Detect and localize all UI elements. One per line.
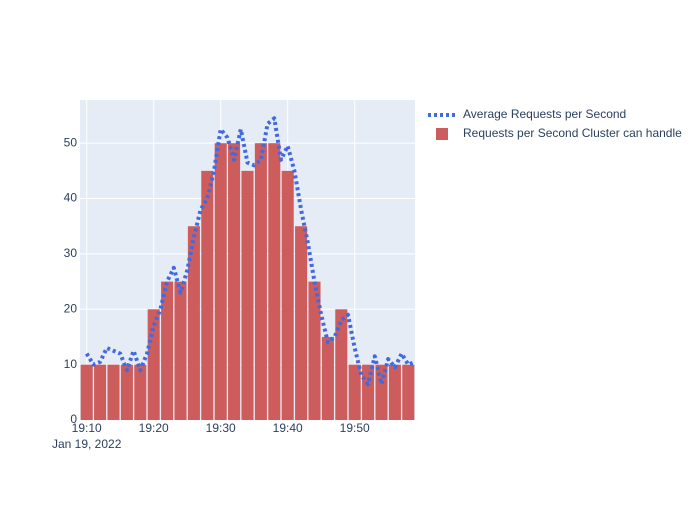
y-tick-label: 40 bbox=[64, 191, 78, 205]
bar bbox=[348, 364, 361, 420]
y-tick-label: 30 bbox=[64, 246, 78, 260]
y-tick-label: 20 bbox=[64, 301, 78, 315]
x-tick-label: 19:40 bbox=[273, 421, 303, 435]
bar bbox=[174, 281, 187, 420]
bar bbox=[295, 226, 308, 420]
bar bbox=[201, 170, 214, 420]
y-tick-label: 0 bbox=[70, 412, 77, 426]
legend-swatch bbox=[436, 128, 448, 140]
bar bbox=[161, 281, 174, 420]
bar bbox=[107, 364, 120, 420]
y-tick-label: 50 bbox=[64, 135, 78, 149]
x-tick-label: 19:50 bbox=[340, 421, 370, 435]
bar bbox=[134, 364, 147, 420]
bar bbox=[308, 281, 321, 420]
bar bbox=[120, 364, 133, 420]
x-tick-label: 19:30 bbox=[206, 421, 236, 435]
x-tick-date: Jan 19, 2022 bbox=[52, 437, 122, 451]
legend-label: Requests per Second Cluster can handle bbox=[463, 126, 682, 140]
bar bbox=[321, 336, 334, 420]
bar bbox=[80, 364, 93, 420]
bar bbox=[214, 143, 227, 420]
x-tick-label: 19:20 bbox=[139, 421, 169, 435]
bar bbox=[187, 226, 200, 420]
bar bbox=[94, 364, 107, 420]
bar bbox=[402, 364, 415, 420]
bar bbox=[241, 170, 254, 420]
bar bbox=[375, 364, 388, 420]
bar bbox=[147, 309, 160, 420]
y-tick-label: 10 bbox=[64, 357, 78, 371]
bar bbox=[228, 143, 241, 420]
bar bbox=[268, 143, 281, 420]
bar bbox=[388, 364, 401, 420]
x-tick-label: 19:10 bbox=[72, 421, 102, 435]
bar bbox=[254, 143, 267, 420]
bar bbox=[281, 170, 294, 420]
legend-label: Average Requests per Second bbox=[463, 107, 626, 121]
bar bbox=[335, 309, 348, 420]
